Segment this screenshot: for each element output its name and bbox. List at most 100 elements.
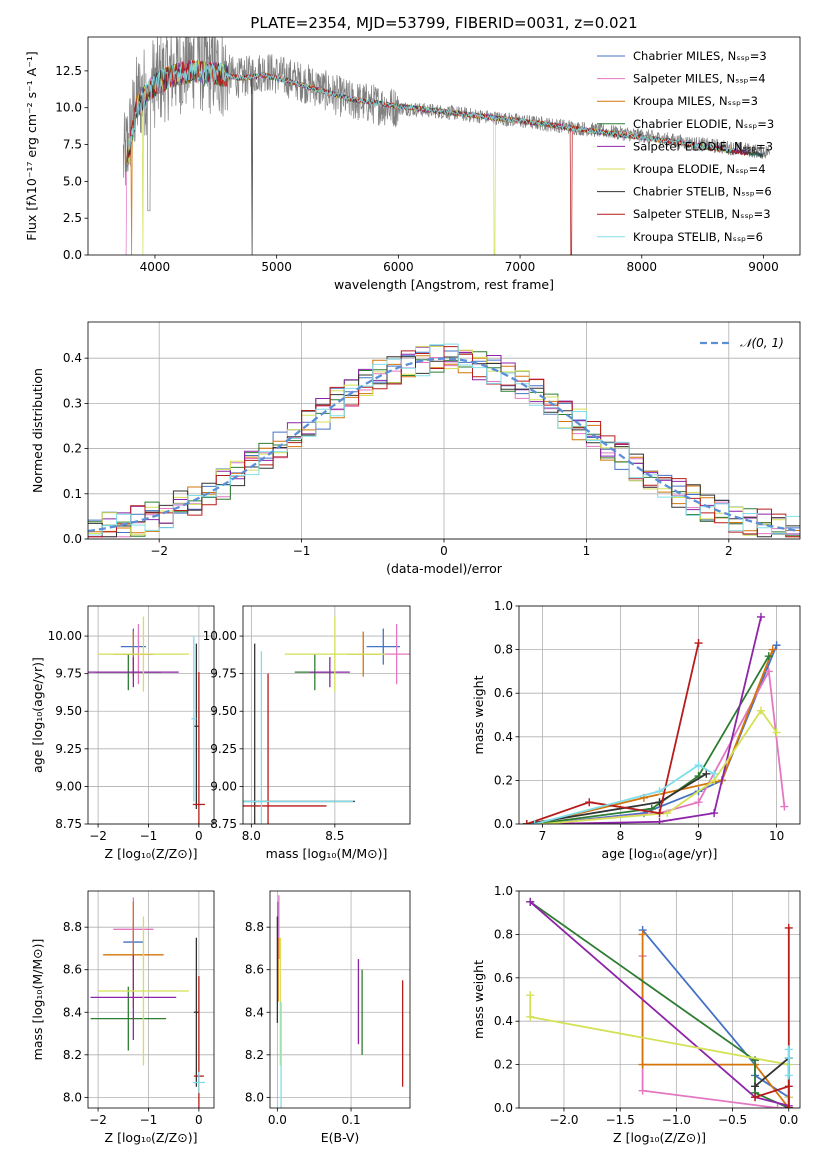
x-tick-label: 7000 <box>505 260 536 274</box>
y-tick-label: 0.0 <box>63 248 82 262</box>
legend-entry: Salpeter STELIB, Nₛₛₚ=3 <box>633 207 771 221</box>
errorbar-point <box>192 672 205 824</box>
y-tick-label: 8.4 <box>63 1005 82 1019</box>
histogram-step-line <box>88 350 800 538</box>
errorbar-point <box>191 636 197 802</box>
mass-weight-marker <box>522 820 531 824</box>
y-tick-label: 0.4 <box>494 1014 513 1028</box>
mass-weight-marker <box>638 1060 647 1069</box>
y-tick-label: 0.1 <box>63 487 82 501</box>
observed-spectrum-line <box>122 37 770 212</box>
axis-decorations: 0.0 0.1 8.0 8.2 8.4 8.6 8.8 E(B-V) <box>245 890 411 1145</box>
mass-weight-marker <box>655 787 664 796</box>
mass-weight-marker <box>702 769 711 778</box>
x-tick-label: 5000 <box>261 260 292 274</box>
axes-frame <box>87 605 215 825</box>
mass-weight-marker <box>764 652 773 661</box>
mass-weight-marker <box>694 798 703 807</box>
x-axis-label: Z [log₁₀(Z/Z⊙)] <box>105 846 198 861</box>
plot-area <box>522 612 789 824</box>
x-tick-label: 6000 <box>383 260 414 274</box>
y-tick-label: 8.75 <box>210 817 237 831</box>
axis-decorations: −2.0 −1.5 −1.0 −0.5 0.0 0.0 0.2 0.4 0.6 0.8 1.0 Z [… <box>471 884 801 1145</box>
y-tick-label: 0.8 <box>494 643 513 657</box>
y-axis-label: mass weight <box>471 960 486 1039</box>
axis-decorations: 4000 5000 6000 7000 8000 9000 0.0 2.5 5.0 7.5 10.0… <box>24 36 801 292</box>
x-tick-label: 1 <box>583 544 591 558</box>
x-tick-label: 0.1 <box>342 1113 361 1127</box>
mass-weight-marker <box>784 1054 793 1063</box>
histogram-step-line <box>88 343 800 536</box>
y-tick-label: 0.6 <box>494 971 513 985</box>
x-axis-label: E(B-V) <box>321 1130 360 1145</box>
y-tick-label: 9.50 <box>55 704 82 718</box>
y-tick-label: 8.2 <box>63 1048 82 1062</box>
model-spectrum-line <box>125 60 749 255</box>
y-axis-label: mass [log₁₀(M/M⊙)] <box>30 939 45 1061</box>
y-tick-label: 1.0 <box>494 884 513 898</box>
axes-panel-2: −2 −1 0 1 2 0.0 0.1 0.2 0.3 0.4 (data-model)/error… <box>30 321 801 576</box>
y-tick-label: 9.75 <box>210 667 237 681</box>
errorbar-point <box>243 673 327 824</box>
x-tick-label: −2.0 <box>549 1113 578 1127</box>
axis-decorations: −2 −1 0 1 2 0.0 0.1 0.2 0.3 0.4 (data-model)/error… <box>30 321 801 576</box>
errorbar-point <box>193 937 199 1087</box>
mass-weight-marker <box>710 809 719 818</box>
y-tick-label: 1.0 <box>494 599 513 613</box>
mass-weight-marker <box>526 897 535 906</box>
legend-entry: Salpeter MILES, Nₛₛₚ=4 <box>633 72 766 86</box>
x-tick-label: 0 <box>195 829 203 843</box>
legend-entry: Kroupa ELODIE, Nₛₛₚ=4 <box>633 162 766 176</box>
mass-weight-marker <box>526 1012 535 1021</box>
y-tick-label: 0.2 <box>494 1058 513 1072</box>
mass-weight-line <box>754 927 790 1108</box>
y-tick-label: 12.5 <box>55 64 82 78</box>
legend: Chabrier MILES, Nₛₛₚ=3 Salpeter MILES, Nₛ… <box>597 49 774 244</box>
mass-weight-marker <box>638 930 647 939</box>
axes-panel-4: 8.0 8.5 8.75 9.00 9.25 9.50 9.75 10.00 mass [log… <box>203 605 411 861</box>
mass-weight-marker <box>773 1104 782 1108</box>
plot-area <box>88 343 800 538</box>
x-tick-label: −2 <box>89 1113 107 1127</box>
x-tick-label: −2 <box>150 544 168 558</box>
mass-weight-marker <box>768 645 777 654</box>
legend-entry: Kroupa STELIB, Nₛₛₚ=6 <box>633 230 763 244</box>
y-axis-label: mass weight <box>471 675 486 754</box>
y-tick-label: 2.5 <box>63 211 82 225</box>
y-tick-label: 9.25 <box>210 742 237 756</box>
mass-weight-marker <box>784 1104 793 1108</box>
normal-reference-curve <box>88 357 798 533</box>
x-tick-label: 0.0 <box>268 1113 287 1127</box>
mass-weight-marker <box>784 923 793 932</box>
mass-weight-line <box>542 616 762 824</box>
mass-weight-line <box>534 764 715 824</box>
axes-frame <box>518 890 801 1109</box>
x-tick-label: 8.0 <box>242 829 261 843</box>
mass-weight-marker <box>694 639 703 648</box>
y-tick-label: 8.8 <box>245 920 264 934</box>
axes-panel-1: 4000 5000 6000 7000 8000 9000 0.0 2.5 5.0 7.5 10.0… <box>24 36 801 292</box>
y-tick-label: 7.5 <box>63 138 82 152</box>
x-tick-label: 10 <box>769 829 784 843</box>
plot-area <box>276 895 404 1108</box>
x-tick-label: −0.5 <box>718 1113 747 1127</box>
y-tick-label: 9.75 <box>55 667 82 681</box>
x-axis-label: Z [log₁₀(Z/Z⊙)] <box>105 1130 198 1145</box>
x-axis-label: Z [log₁₀(Z/Z⊙)] <box>613 1130 706 1145</box>
x-axis-label: age [log₁₀(age/yr)] <box>602 846 718 861</box>
axes-frame <box>269 890 411 1109</box>
y-tick-label: 0.2 <box>494 773 513 787</box>
axes-panel-8: −2.0 −1.5 −1.0 −0.5 0.0 0.0 0.2 0.4 0.6 0.8 1.0 Z [… <box>471 884 801 1145</box>
axes-frame <box>87 890 215 1109</box>
y-tick-label: 9.00 <box>210 779 237 793</box>
axes-panel-3: −2 −1 0 8.75 9.00 9.25 9.50 9.75 10.00 Z [log₁₀(Z… <box>30 605 215 861</box>
y-axis-label: age [log₁₀(age/yr)] <box>30 657 45 773</box>
x-tick-label: 8000 <box>627 260 658 274</box>
errorbar-point <box>88 657 179 688</box>
mass-weight-line <box>529 901 790 1108</box>
mass-weight-marker <box>710 769 719 778</box>
mass-weight-marker <box>751 1093 760 1102</box>
mass-weight-line <box>534 655 770 824</box>
axes-panel-7: 0.0 0.1 8.0 8.2 8.4 8.6 8.8 E(B-V) <box>245 890 411 1145</box>
axis-decorations: 8.0 8.5 8.75 9.00 9.25 9.50 9.75 10.00 mass [log… <box>203 605 411 861</box>
